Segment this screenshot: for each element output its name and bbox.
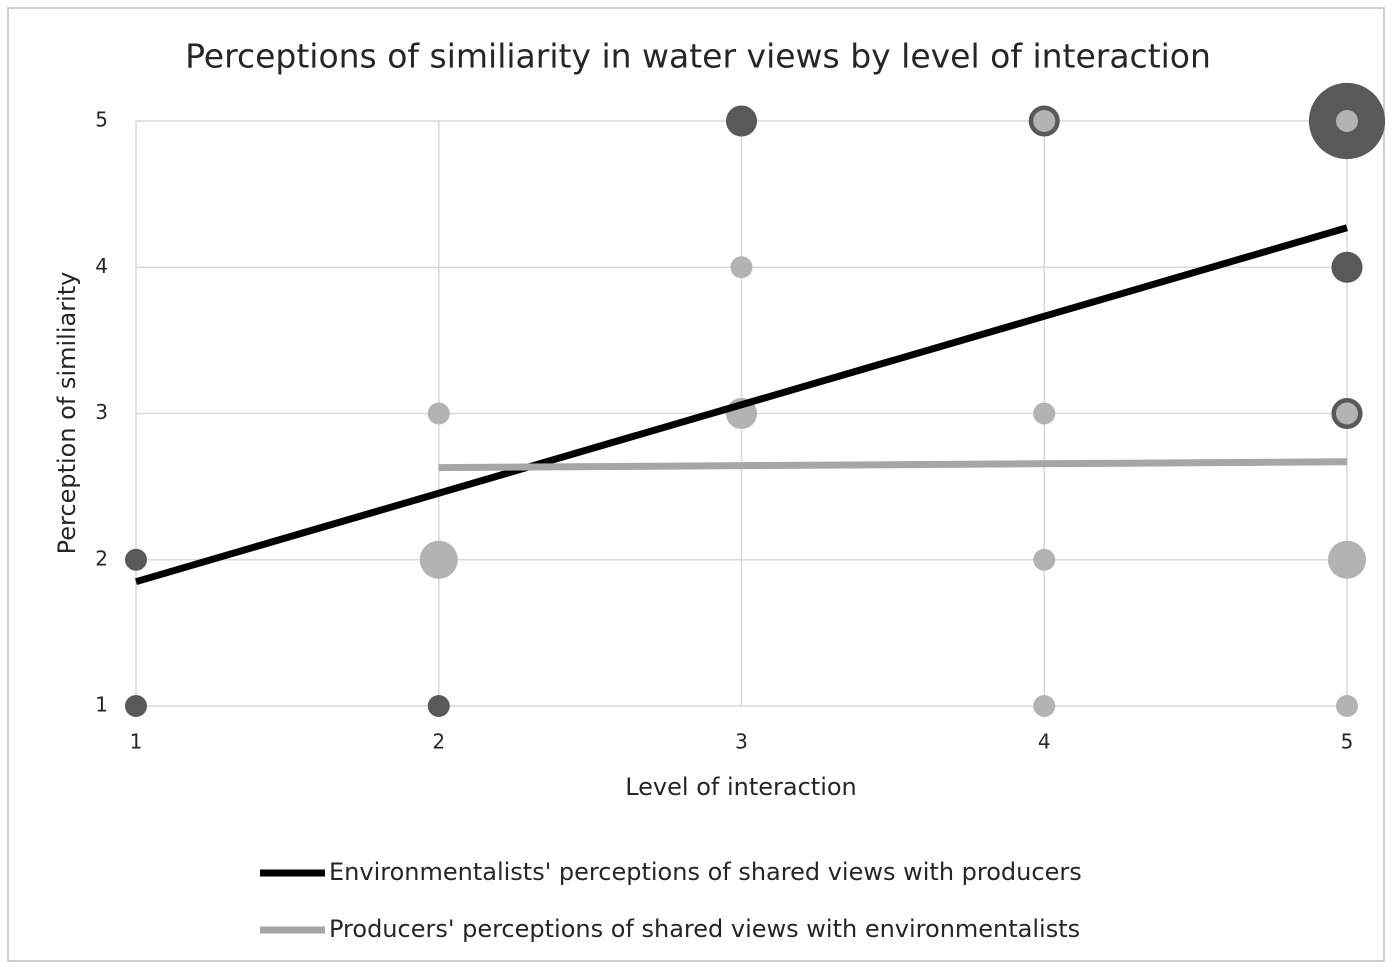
- x-axis-label: Level of interaction: [625, 773, 857, 801]
- legend-label: Producers' perceptions of shared views w…: [329, 915, 1080, 943]
- bubble: [725, 105, 758, 137]
- bubble: [1336, 695, 1358, 717]
- y-tick-label: 5: [95, 108, 108, 132]
- x-tick-label: 3: [735, 730, 748, 754]
- bubble: [419, 540, 458, 579]
- bubble: [1033, 695, 1056, 717]
- x-tick-label: 2: [432, 730, 445, 754]
- bubble: [125, 695, 147, 717]
- chart-title: Perceptions of similiarity in water view…: [185, 37, 1211, 76]
- bubble: [427, 402, 450, 425]
- y-tick-label: 1: [95, 693, 108, 717]
- y-tick-label: 3: [95, 400, 108, 424]
- bubble: [427, 695, 450, 717]
- trend-line: [135, 224, 1348, 586]
- bubble: [125, 548, 147, 571]
- x-tick-label: 5: [1341, 730, 1354, 754]
- bubble: [730, 256, 753, 279]
- y-axis-label: Perception of similiarity: [53, 272, 81, 555]
- bubble: [1033, 110, 1056, 132]
- bubble: [1331, 251, 1363, 283]
- legend-label: Environmentalists' perceptions of shared…: [329, 858, 1082, 886]
- x-tick-label: 1: [130, 730, 143, 754]
- chart-border: [7, 7, 1385, 962]
- bubble: [1336, 110, 1358, 132]
- y-tick-label: 2: [95, 546, 108, 570]
- trend-line: [438, 458, 1348, 472]
- bubble: [1327, 540, 1367, 579]
- x-tick-label: 4: [1038, 730, 1051, 754]
- bubble: [1033, 548, 1056, 571]
- y-tick-label: 4: [95, 254, 108, 278]
- bubble: [1336, 402, 1358, 425]
- bubble: [1033, 402, 1056, 425]
